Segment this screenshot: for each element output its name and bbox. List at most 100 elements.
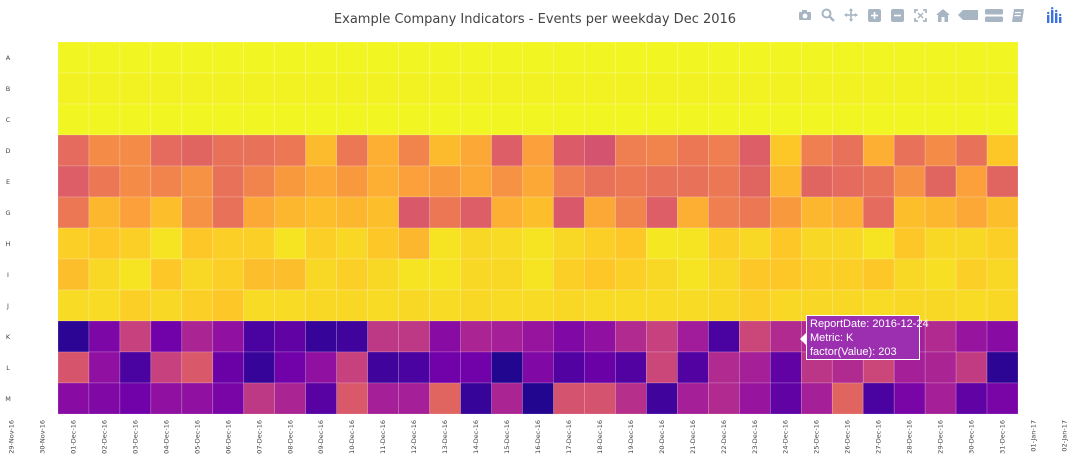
heatmap-cell[interactable] — [615, 382, 647, 415]
heatmap-cell[interactable] — [553, 165, 585, 198]
heatmap-cell[interactable] — [57, 382, 90, 415]
pan-icon[interactable] — [842, 6, 860, 24]
heatmap-cell[interactable] — [212, 382, 245, 415]
heatmap-cell[interactable] — [150, 41, 183, 74]
heatmap-cell[interactable] — [770, 227, 802, 260]
heatmap-cell[interactable] — [800, 382, 833, 415]
heatmap-cell[interactable] — [274, 196, 306, 229]
heatmap-cell[interactable] — [677, 41, 709, 74]
heatmap-cell[interactable] — [584, 289, 616, 322]
heatmap-cell[interactable] — [181, 320, 214, 353]
heatmap-cell[interactable] — [615, 165, 647, 198]
heatmap-cell[interactable] — [305, 196, 337, 229]
heatmap-cell[interactable] — [181, 289, 214, 322]
heatmap-cell[interactable] — [367, 165, 399, 198]
heatmap-cell[interactable] — [615, 134, 647, 167]
heatmap-cell[interactable] — [150, 227, 183, 260]
heatmap-cell[interactable] — [924, 258, 957, 291]
heatmap-cell[interactable] — [398, 382, 430, 415]
heatmap-cell[interactable] — [398, 134, 430, 167]
heatmap-cell[interactable] — [460, 103, 492, 136]
heatmap-cell[interactable] — [491, 382, 523, 415]
heatmap-cell[interactable] — [986, 227, 1019, 260]
heatmap-cell[interactable] — [708, 134, 740, 167]
heatmap-cell[interactable] — [955, 134, 988, 167]
heatmap-cell[interactable] — [708, 258, 740, 291]
heatmap-cell[interactable] — [57, 258, 90, 291]
heatmap-cell[interactable] — [584, 165, 616, 198]
heatmap-cell[interactable] — [119, 320, 152, 353]
heatmap-cell[interactable] — [181, 72, 214, 105]
heatmap-cell[interactable] — [336, 41, 368, 74]
heatmap-cell[interactable] — [305, 227, 337, 260]
heatmap-cell[interactable] — [924, 382, 957, 415]
heatmap-cell[interactable] — [429, 351, 461, 384]
heatmap-cell[interactable] — [150, 351, 183, 384]
heatmap-cell[interactable] — [460, 289, 492, 322]
heatmap-cell[interactable] — [893, 382, 926, 415]
heatmap-cell[interactable] — [367, 72, 399, 105]
heatmap-cell[interactable] — [88, 227, 121, 260]
heatmap-cell[interactable] — [336, 165, 368, 198]
heatmap-cell[interactable] — [336, 289, 368, 322]
heatmap-cell[interactable] — [831, 103, 864, 136]
spike-lines-icon[interactable] — [957, 6, 979, 24]
heatmap-cell[interactable] — [770, 351, 802, 384]
heatmap-cell[interactable] — [150, 72, 183, 105]
heatmap-cell[interactable] — [615, 320, 647, 353]
heatmap-cell[interactable] — [522, 320, 554, 353]
heatmap-cell[interactable] — [584, 134, 616, 167]
heatmap-cell[interactable] — [429, 165, 461, 198]
heatmap-cell[interactable] — [57, 196, 90, 229]
heatmap-cell[interactable] — [862, 382, 895, 415]
heatmap-cell[interactable] — [553, 227, 585, 260]
zoom-in-icon[interactable] — [865, 6, 883, 24]
heatmap-cell[interactable] — [460, 134, 492, 167]
heatmap-cell[interactable] — [986, 165, 1019, 198]
heatmap-cell[interactable] — [398, 196, 430, 229]
heatmap-cell[interactable] — [243, 289, 276, 322]
heatmap-cell[interactable] — [57, 351, 90, 384]
heatmap-cell[interactable] — [336, 72, 368, 105]
heatmap-cell[interactable] — [460, 227, 492, 260]
heatmap-cell[interactable] — [243, 227, 276, 260]
heatmap-cell[interactable] — [243, 165, 276, 198]
heatmap-cell[interactable] — [924, 227, 957, 260]
heatmap-cells[interactable] — [57, 41, 1019, 415]
heatmap-cell[interactable] — [274, 382, 306, 415]
heatmap-cell[interactable] — [491, 41, 523, 74]
heatmap-cell[interactable] — [212, 351, 245, 384]
heatmap-cell[interactable] — [336, 382, 368, 415]
heatmap-cell[interactable] — [708, 72, 740, 105]
heatmap-cell[interactable] — [708, 165, 740, 198]
heatmap-cell[interactable] — [770, 41, 802, 74]
heatmap-cell[interactable] — [862, 196, 895, 229]
heatmap-cell[interactable] — [150, 382, 183, 415]
heatmap-cell[interactable] — [274, 320, 306, 353]
heatmap-cell[interactable] — [584, 320, 616, 353]
heatmap-cell[interactable] — [955, 258, 988, 291]
heatmap-cell[interactable] — [986, 72, 1019, 105]
heatmap-cell[interactable] — [398, 103, 430, 136]
heatmap-cell[interactable] — [800, 72, 833, 105]
heatmap-cell[interactable] — [770, 103, 802, 136]
heatmap-cell[interactable] — [305, 134, 337, 167]
heatmap-cell[interactable] — [491, 258, 523, 291]
heatmap-cell[interactable] — [305, 165, 337, 198]
heatmap-cell[interactable] — [800, 134, 833, 167]
heatmap-cell[interactable] — [522, 103, 554, 136]
heatmap-cell[interactable] — [584, 103, 616, 136]
heatmap-cell[interactable] — [893, 103, 926, 136]
heatmap-cell[interactable] — [522, 258, 554, 291]
heatmap-cell[interactable] — [739, 351, 771, 384]
heatmap-cell[interactable] — [212, 227, 245, 260]
heatmap-cell[interactable] — [119, 196, 152, 229]
heatmap-cell[interactable] — [57, 41, 90, 74]
heatmap-cell[interactable] — [770, 196, 802, 229]
heatmap-cell[interactable] — [831, 258, 864, 291]
heatmap-cell[interactable] — [800, 227, 833, 260]
heatmap-cell[interactable] — [491, 165, 523, 198]
heatmap-cell[interactable] — [862, 41, 895, 74]
heatmap-cell[interactable] — [336, 196, 368, 229]
heatmap-cell[interactable] — [955, 196, 988, 229]
